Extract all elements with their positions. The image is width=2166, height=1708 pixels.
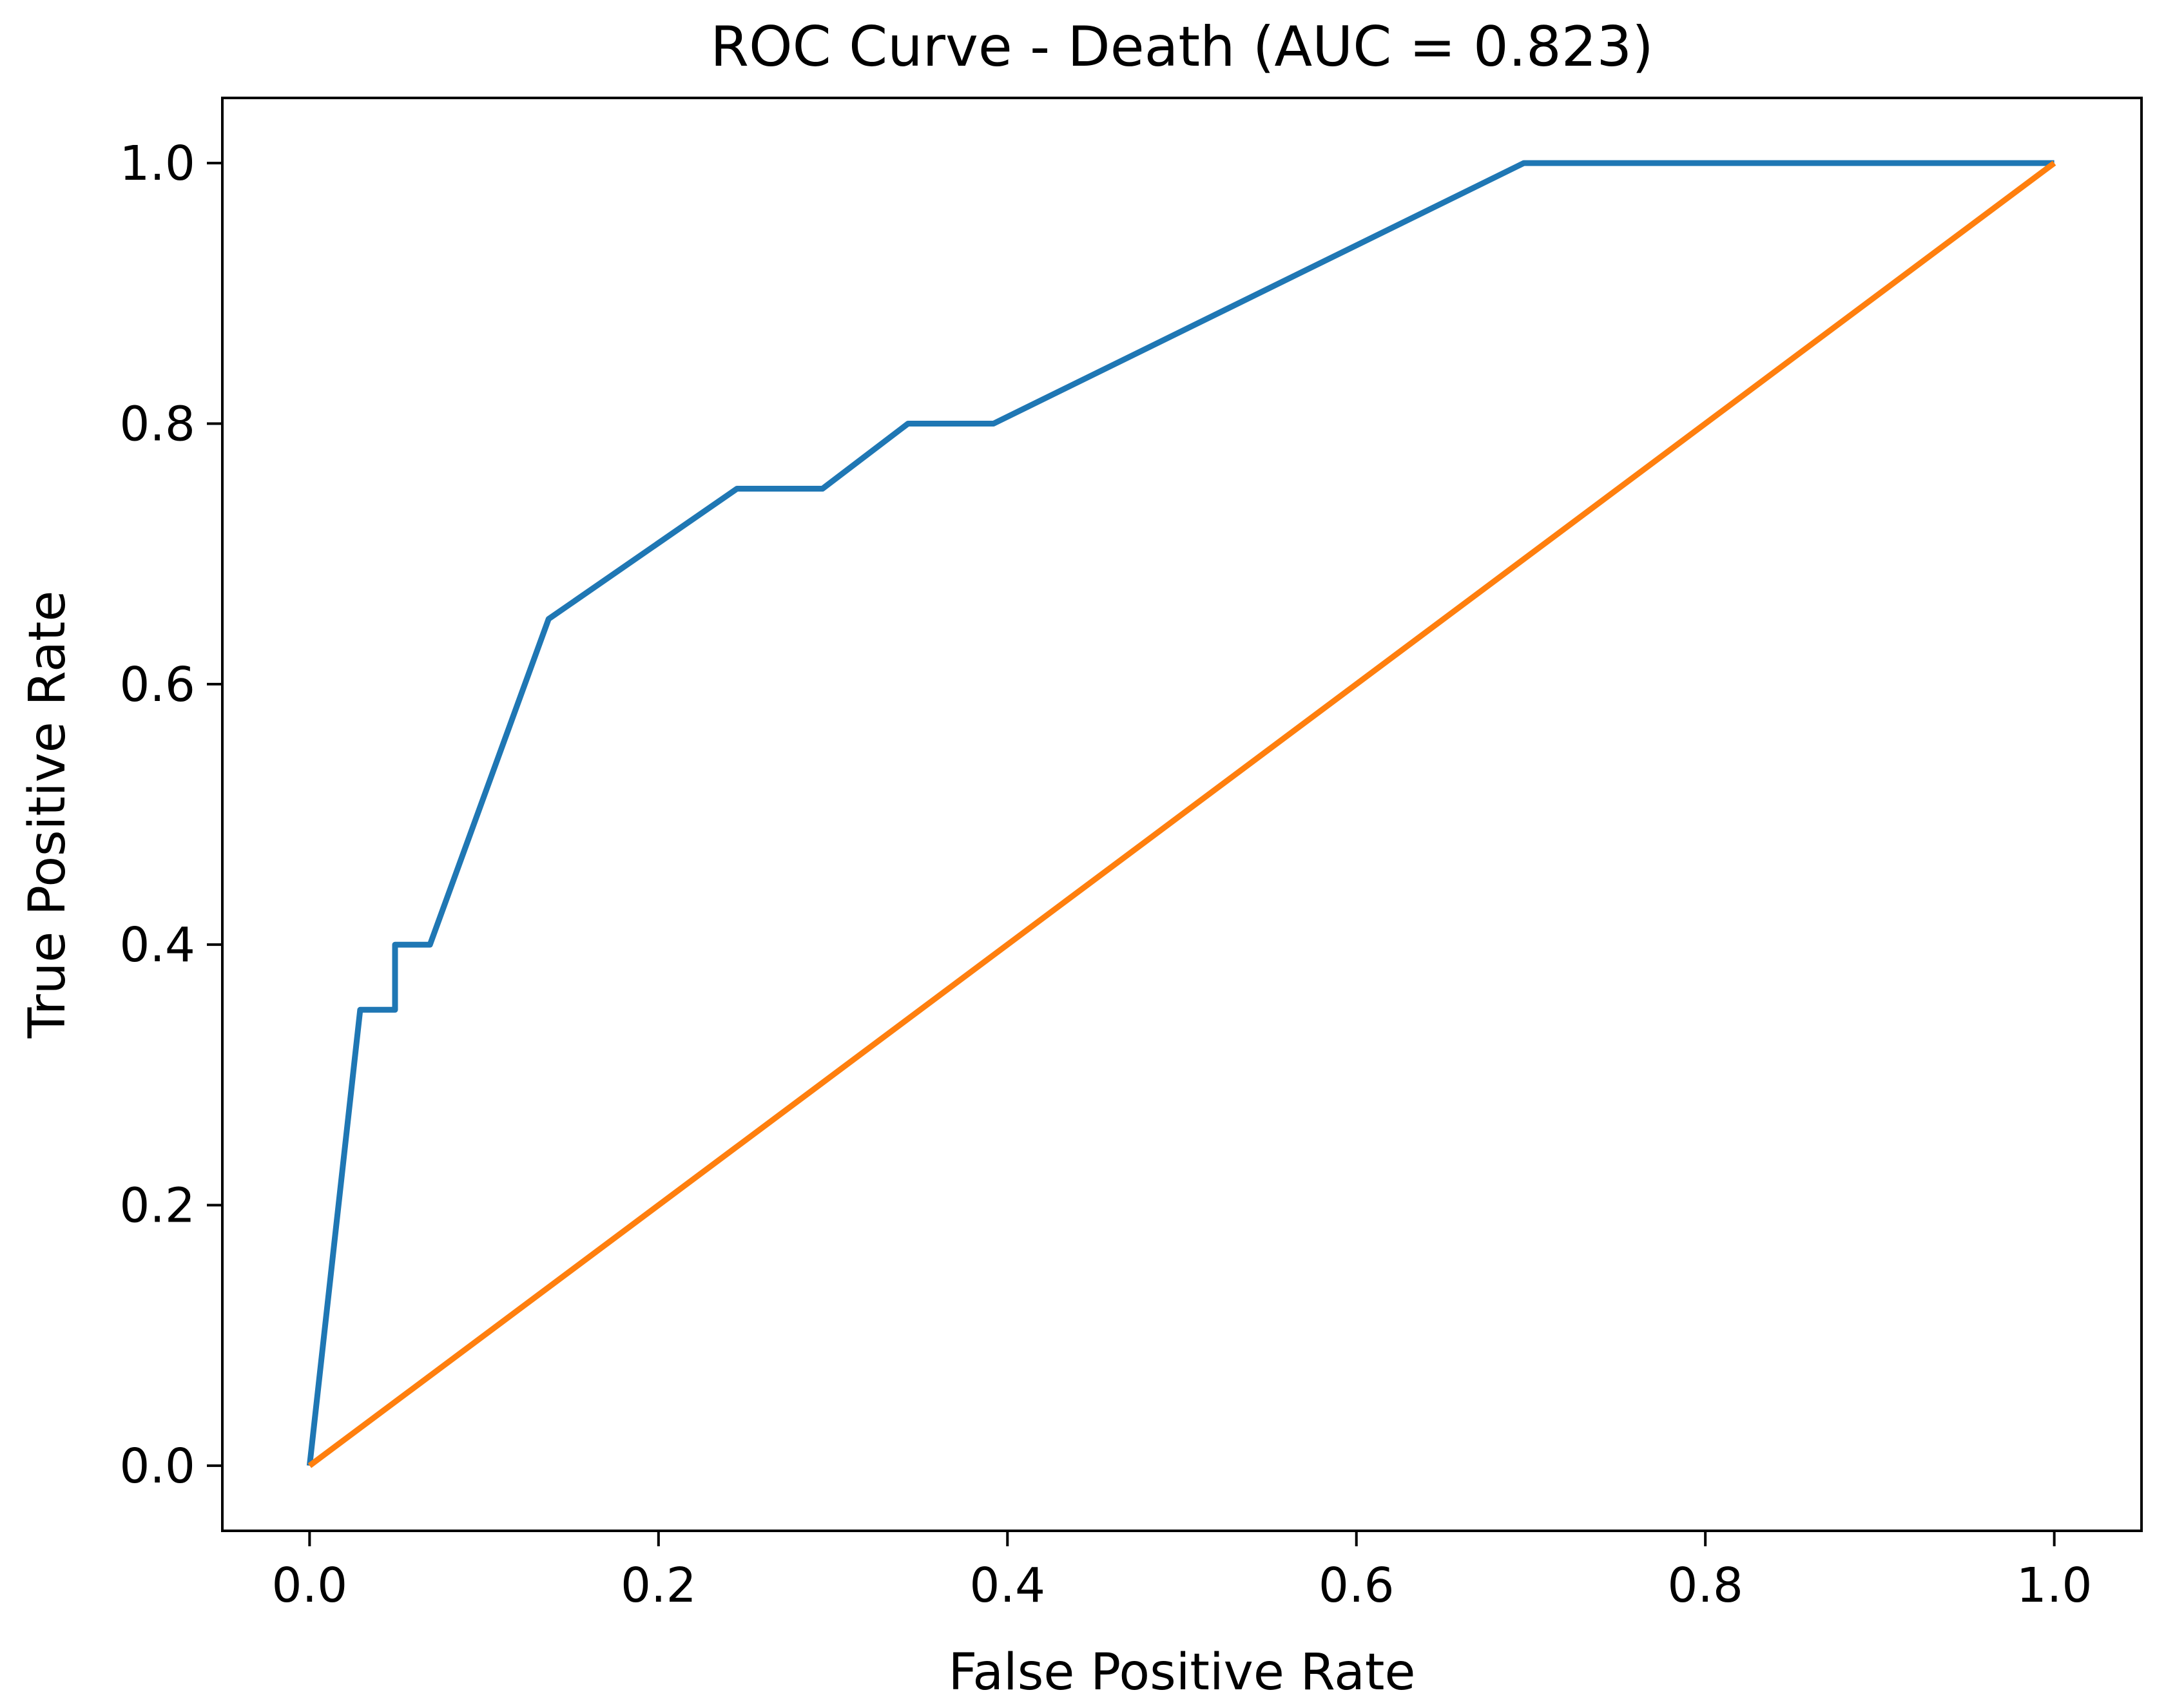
y-tick-label: 0.2 [119, 1178, 195, 1234]
chart-title: ROC Curve - Death (AUC = 0.823) [710, 15, 1654, 79]
roc-curve-line [306, 160, 2055, 1466]
y-tick-label: 1.0 [119, 136, 195, 191]
x-tick-label: 0.4 [969, 1558, 1045, 1613]
x-tick-label: 0.8 [1667, 1558, 1743, 1613]
y-axis-ticks: 0.0 0.2 0.4 0.6 0.8 1.0 [119, 136, 222, 1494]
y-tick-label: 0.0 [119, 1439, 195, 1494]
plot-frame [221, 97, 2143, 1532]
y-tick-label: 0.6 [119, 657, 195, 713]
x-tick-label: 0.6 [1319, 1558, 1395, 1613]
series-layer [306, 160, 2056, 1468]
y-axis-label: True Positive Rate [19, 591, 77, 1039]
x-axis-ticks: 0.0 0.2 0.4 0.6 0.8 1.0 [272, 1531, 2093, 1613]
y-tick-label: 0.8 [119, 396, 195, 452]
diagonal-reference-line [307, 160, 2056, 1468]
x-axis-label: False Positive Rate [949, 1644, 1416, 1702]
y-tick-label: 0.4 [119, 917, 195, 973]
x-tick-label: 0.2 [621, 1558, 697, 1613]
x-tick-label: 0.0 [272, 1558, 348, 1613]
x-tick-label: 1.0 [2016, 1558, 2093, 1613]
